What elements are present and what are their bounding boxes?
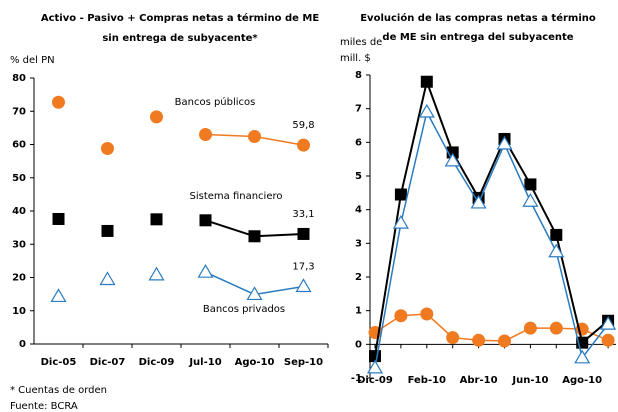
point — [150, 213, 163, 226]
point — [50, 288, 67, 303]
point — [420, 307, 434, 321]
point — [101, 224, 114, 237]
y-tick-label: 1 — [355, 306, 362, 317]
y-tick-label: 20 — [12, 273, 26, 284]
x-tick-label: Dic-07 — [90, 357, 126, 368]
point — [472, 333, 486, 347]
point — [394, 309, 408, 323]
series-label: Bancos públicos — [175, 96, 256, 108]
point — [574, 349, 591, 364]
point — [444, 152, 461, 167]
point — [99, 271, 116, 286]
point — [392, 214, 409, 229]
series-line — [374, 313, 609, 342]
point — [199, 128, 212, 142]
x-tick-label: Abr-10 — [460, 375, 498, 386]
point — [524, 178, 537, 191]
point — [297, 138, 310, 152]
x-tick-label: Dic-05 — [41, 357, 77, 368]
y-tick-label: 70 — [12, 106, 26, 117]
y-tick-label: -1 — [351, 373, 362, 384]
data-label: 17,3 — [292, 261, 314, 272]
y-tick-label: 10 — [12, 306, 26, 317]
point — [548, 243, 565, 258]
point — [150, 110, 163, 124]
point — [148, 266, 165, 281]
x-tick-label: Jun-10 — [511, 375, 548, 386]
footnote: * Cuentas de orden — [10, 385, 107, 396]
y-tick-label: 0 — [355, 339, 362, 350]
y-tick-label: 7 — [355, 104, 362, 115]
y-tick-label: 5 — [355, 171, 362, 182]
data-label: 59,8 — [292, 120, 314, 131]
x-tick-label: Feb-10 — [408, 375, 446, 386]
chart-title: de ME sin entrega del subyacente — [382, 32, 573, 43]
y-tick-label: 8 — [355, 70, 362, 81]
point — [248, 230, 261, 243]
chart-title: Evolución de las compras netas a término — [360, 12, 596, 24]
point — [523, 321, 537, 335]
point — [446, 331, 460, 345]
point — [52, 212, 65, 225]
point — [550, 228, 563, 241]
chart-title: sin entrega de subyacente* — [102, 33, 258, 44]
y-axis-label: % del PN — [10, 55, 55, 66]
point — [197, 263, 214, 278]
x-tick-label: Dic-09 — [139, 357, 175, 368]
y-tick-label: 3 — [355, 238, 362, 249]
point — [600, 315, 617, 330]
point — [295, 278, 312, 293]
y-tick-label: 80 — [12, 73, 26, 84]
data-label: 33,1 — [292, 209, 314, 220]
footnote: Fuente: BCRA — [10, 401, 78, 412]
point — [246, 286, 263, 301]
x-tick-label: Dic-09 — [357, 375, 393, 386]
point — [248, 130, 261, 144]
y-axis-label: mill. $ — [340, 53, 371, 64]
y-tick-label: 30 — [12, 239, 26, 250]
x-tick-label: Sep-10 — [284, 357, 323, 368]
series-line — [374, 109, 609, 369]
point — [470, 194, 487, 209]
y-tick-label: 6 — [355, 137, 362, 148]
point — [420, 75, 433, 88]
y-tick-label: 4 — [355, 205, 362, 216]
y-tick-label: 60 — [12, 140, 26, 151]
chart-title: Activo - Pasivo + Compras netas a términ… — [41, 12, 319, 24]
series-label: Sistema financiero — [190, 191, 283, 202]
y-tick-label: 2 — [355, 272, 362, 283]
y-axis-label: miles de — [340, 37, 382, 48]
point — [297, 227, 310, 240]
point — [52, 95, 65, 109]
y-tick-label: 50 — [12, 173, 26, 184]
y-tick-label: 40 — [12, 206, 26, 217]
point — [394, 188, 407, 201]
point — [101, 141, 114, 155]
point — [549, 321, 563, 335]
series-label: Bancos privados — [203, 304, 285, 315]
point — [366, 359, 384, 374]
point — [498, 334, 511, 348]
point — [418, 103, 435, 118]
y-tick-label: 0 — [19, 339, 26, 350]
point — [601, 333, 615, 347]
x-tick-label: Ago-10 — [562, 375, 602, 386]
point — [496, 135, 513, 150]
x-tick-label: Jul-10 — [188, 357, 221, 368]
point — [522, 193, 539, 207]
point — [199, 214, 212, 227]
series-line — [374, 78, 609, 357]
x-tick-label: Ago-10 — [235, 357, 275, 368]
